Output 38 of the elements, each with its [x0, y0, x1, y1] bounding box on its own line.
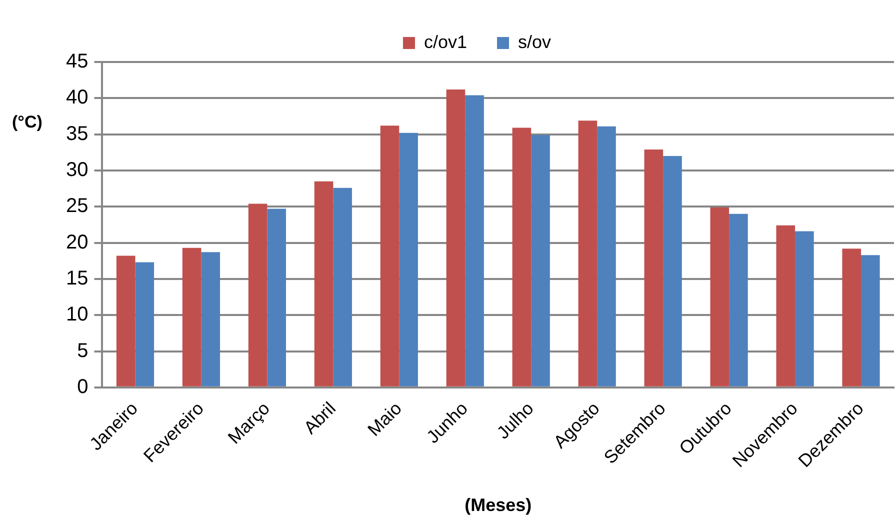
x-axis-title: (Meses) — [464, 495, 532, 516]
y-tick-label: 10 — [66, 304, 88, 326]
bar — [267, 208, 286, 386]
bar — [861, 255, 880, 386]
bar — [776, 225, 796, 386]
bar — [116, 256, 136, 386]
legend-label: c/ov1 — [424, 32, 468, 52]
y-tick-label: 20 — [66, 231, 88, 254]
y-tick-label: 0 — [77, 376, 88, 398]
y-tick-label: 15 — [66, 267, 88, 290]
bar — [314, 181, 334, 386]
bar — [663, 156, 682, 386]
bar — [842, 248, 862, 386]
bar — [597, 126, 616, 386]
bar — [380, 126, 400, 386]
bar — [399, 132, 418, 386]
bar — [446, 89, 466, 386]
bar — [729, 214, 748, 386]
y-tick-label: 25 — [66, 195, 88, 218]
bar — [201, 252, 220, 386]
y-axis-title: (°C) — [12, 112, 42, 132]
y-tick-label: 45 — [66, 50, 88, 73]
bar — [333, 188, 352, 386]
y-tick-label: 5 — [77, 340, 88, 362]
legend-label: s/ov — [518, 32, 552, 52]
bar — [531, 135, 550, 386]
bar — [248, 204, 268, 386]
bar — [465, 95, 484, 386]
bar — [795, 231, 814, 386]
y-tick-label: 35 — [66, 122, 88, 145]
bar — [710, 207, 730, 386]
bar — [512, 128, 532, 386]
y-tick-label: 40 — [66, 86, 88, 109]
bar — [644, 150, 664, 386]
bar — [182, 248, 202, 386]
bar — [578, 120, 598, 386]
y-tick-label: 30 — [66, 158, 88, 181]
bar — [135, 262, 154, 386]
